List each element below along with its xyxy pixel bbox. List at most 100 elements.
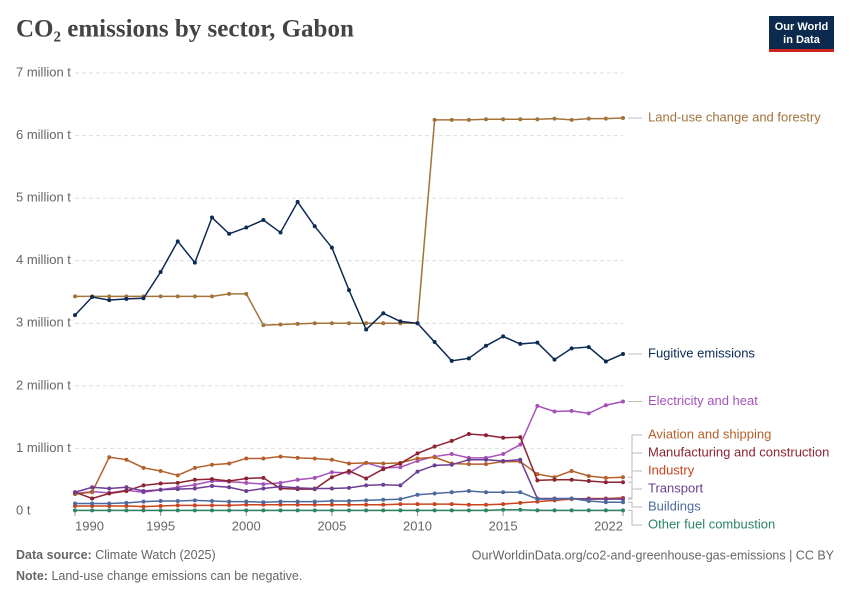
- label-connector: [628, 509, 642, 526]
- point: [312, 499, 317, 504]
- point: [381, 461, 386, 466]
- legend-label: Buildings: [648, 498, 701, 513]
- point: [501, 458, 506, 463]
- point: [603, 480, 608, 485]
- point: [586, 473, 591, 478]
- point: [158, 503, 163, 508]
- point: [295, 477, 300, 482]
- point: [295, 321, 300, 326]
- point: [432, 491, 437, 496]
- line: [74, 458, 623, 500]
- point: [227, 231, 232, 236]
- point: [278, 230, 283, 235]
- point: [432, 502, 437, 507]
- point: [347, 461, 351, 466]
- point: [552, 508, 557, 513]
- point: [90, 485, 95, 490]
- legend-label: Industry: [648, 462, 695, 477]
- point: [603, 475, 608, 480]
- point: [381, 467, 386, 472]
- point: [261, 486, 266, 491]
- point: [449, 502, 454, 507]
- point: [501, 490, 506, 495]
- point: [227, 461, 232, 466]
- point: [364, 327, 369, 332]
- point: [347, 498, 351, 503]
- point: [415, 502, 420, 507]
- point: [552, 497, 557, 502]
- point: [158, 294, 163, 299]
- point: [244, 225, 249, 230]
- series: [73, 199, 625, 364]
- point: [210, 503, 214, 508]
- point: [552, 357, 557, 362]
- point: [621, 497, 625, 502]
- point: [432, 463, 437, 468]
- point: [364, 483, 369, 488]
- point: [484, 508, 488, 513]
- point: [432, 444, 437, 449]
- point: [278, 484, 283, 489]
- point: [73, 490, 77, 495]
- point: [552, 477, 557, 482]
- point: [158, 498, 163, 503]
- point: [621, 116, 625, 121]
- point: [107, 294, 112, 299]
- point: [124, 503, 129, 508]
- point: [329, 508, 334, 513]
- point: [124, 488, 129, 493]
- point: [484, 462, 488, 467]
- y-tick-label: 7 million t: [16, 64, 71, 79]
- point: [261, 508, 266, 513]
- point: [329, 486, 334, 491]
- point: [398, 508, 403, 513]
- point: [295, 508, 300, 513]
- point: [227, 499, 232, 504]
- point: [107, 455, 112, 460]
- logo-text: in Data: [783, 34, 821, 46]
- point: [381, 482, 386, 487]
- point: [449, 462, 454, 467]
- point: [73, 501, 77, 506]
- point: [432, 508, 437, 513]
- point: [141, 499, 146, 504]
- point: [518, 341, 523, 346]
- legend-label: Fugitive emissions: [648, 345, 755, 360]
- point: [175, 508, 180, 513]
- point: [124, 457, 129, 462]
- point: [227, 291, 232, 296]
- point: [244, 291, 249, 296]
- point: [73, 508, 77, 513]
- point: [501, 334, 506, 339]
- point: [192, 477, 197, 482]
- point: [295, 502, 300, 507]
- point: [261, 475, 266, 480]
- point: [415, 451, 420, 456]
- point: [535, 472, 540, 477]
- point: [621, 351, 625, 356]
- point: [347, 468, 351, 473]
- point: [312, 475, 317, 480]
- point: [124, 500, 129, 505]
- point: [484, 117, 488, 122]
- point: [90, 496, 95, 501]
- point: [210, 508, 214, 513]
- point: [312, 321, 317, 326]
- point: [107, 501, 112, 506]
- point: [398, 502, 403, 507]
- point: [192, 482, 197, 487]
- point: [621, 500, 625, 505]
- point: [501, 435, 506, 440]
- point: [381, 321, 386, 326]
- point: [603, 116, 608, 121]
- point: [621, 480, 625, 485]
- point: [329, 470, 334, 475]
- point: [569, 408, 574, 413]
- point: [466, 356, 471, 361]
- point: [158, 481, 163, 486]
- point: [107, 491, 112, 496]
- point: [432, 455, 437, 460]
- point: [124, 508, 129, 513]
- point: [466, 508, 471, 513]
- y-tick-label: 3 million t: [16, 315, 71, 330]
